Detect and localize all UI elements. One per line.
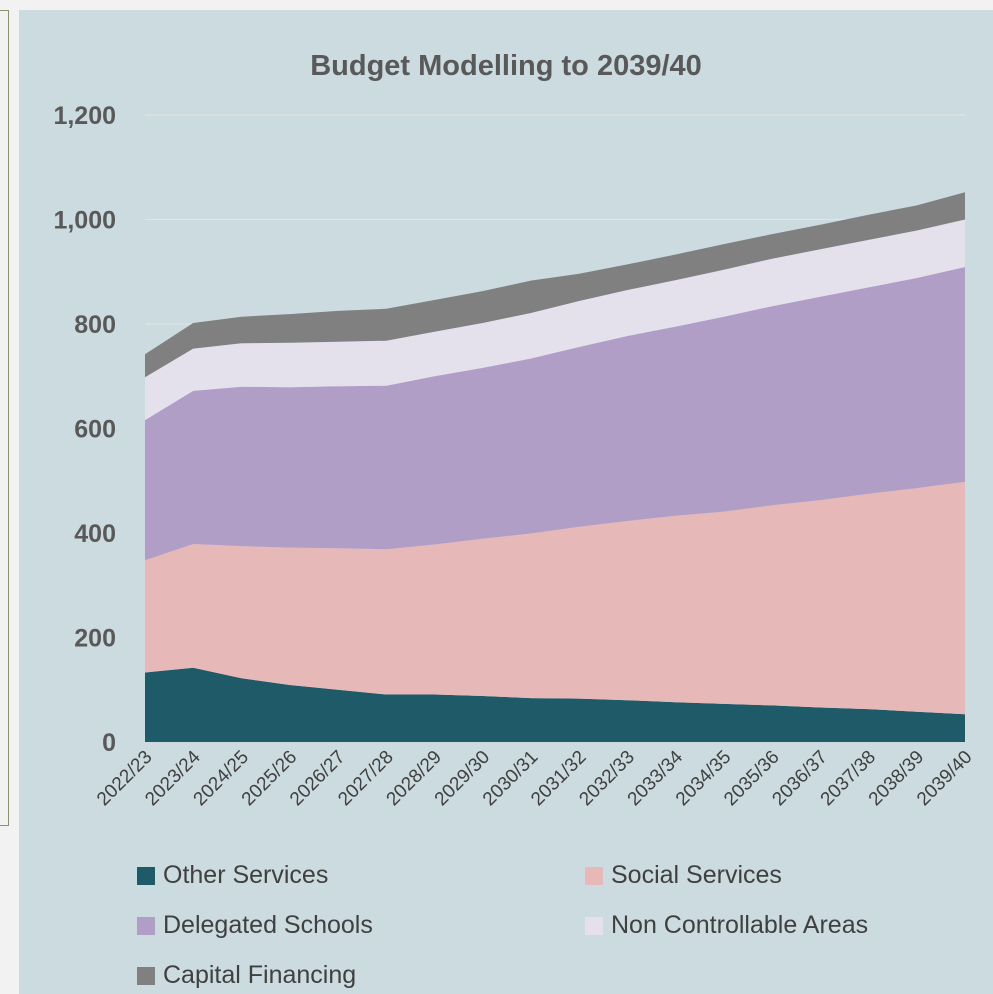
legend-swatch — [585, 916, 603, 935]
area-social-services — [145, 481, 965, 715]
y-tick-label: 600 — [74, 416, 116, 444]
area-non-controllable-areas — [145, 219, 965, 421]
y-tick-label: 1,000 — [53, 207, 116, 235]
y-tick-label: 400 — [74, 520, 116, 548]
legend-label: Other Services — [163, 861, 329, 889]
legend-swatch — [137, 866, 155, 885]
legend-label: Social Services — [611, 861, 782, 889]
legend-label: Non Controllable Areas — [611, 911, 869, 939]
legend-item: Delegated Schools — [137, 911, 373, 940]
legend-item: Capital Financing — [137, 961, 356, 990]
legend-item: Non Controllable Areas — [585, 911, 868, 940]
chart-plot: 02004006008001,0001,2002022/232023/24202… — [53, 102, 976, 810]
area-capital-financing — [145, 192, 965, 378]
y-tick-label: 800 — [74, 311, 116, 339]
y-tick-label: 200 — [74, 625, 116, 653]
legend-item: Other Services — [137, 861, 328, 890]
legend-item: Social Services — [585, 861, 782, 890]
legend-swatch — [585, 866, 603, 885]
legend-label: Delegated Schools — [163, 911, 373, 939]
legend-swatch — [137, 916, 155, 935]
y-tick-label: 0 — [102, 729, 116, 757]
legend-swatch — [137, 966, 155, 985]
adjacent-panel-frame — [0, 10, 9, 826]
chart-title: Budget Modelling to 2039/40 — [310, 50, 702, 82]
y-tick-label: 1,200 — [53, 102, 116, 130]
chart-panel: Budget Modelling to 2039/40 0 200 400 600 80… — [19, 10, 993, 994]
area-delegated-schools — [145, 267, 965, 561]
legend-label: Capital Financing — [163, 961, 357, 989]
area-other-services — [145, 667, 965, 742]
